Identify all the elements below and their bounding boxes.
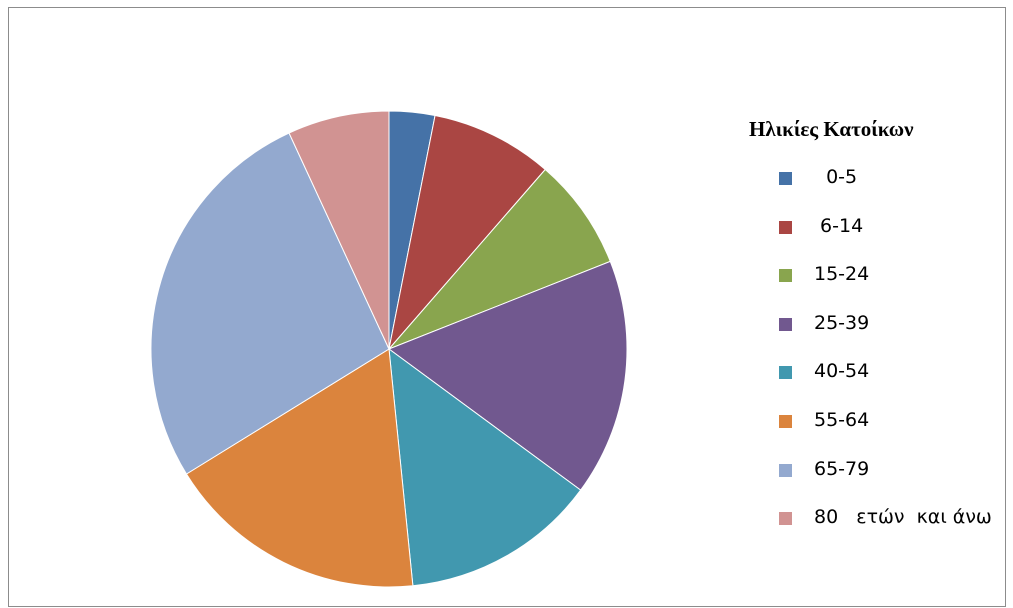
legend-swatch xyxy=(779,512,792,526)
pie-slice-8 xyxy=(288,110,390,350)
pie-slice-4 xyxy=(387,260,628,491)
legend-label: 40-54 xyxy=(814,360,870,383)
legend-item: 40-54 xyxy=(749,360,1009,409)
legend-swatch xyxy=(779,172,792,185)
pie-slice-6 xyxy=(185,348,414,588)
legend-label: 0-5 xyxy=(814,166,858,188)
legend-item: 15-24 xyxy=(749,263,1009,312)
legend-item: 25-39 xyxy=(749,312,1009,361)
legend-label: 25-39 xyxy=(814,311,870,334)
legend-item: 55-64 xyxy=(749,409,1009,458)
legend-title: Ηλικίες Κατοίκων xyxy=(749,117,914,141)
legend-label: 65-79 xyxy=(814,457,870,480)
pie-slice-7 xyxy=(150,132,390,475)
legend-label: 55-64 xyxy=(814,408,870,431)
pie-slice-5 xyxy=(388,347,582,587)
legend: Ηλικίες Κατοίκων 0-5 6-14 15-24 25-39 40-54… xyxy=(749,117,1009,555)
legend-swatch xyxy=(779,366,792,380)
legend-swatch xyxy=(779,269,792,283)
legend-swatch xyxy=(779,414,792,428)
legend-label: 6-14 xyxy=(814,214,864,237)
legend-label: 15-24 xyxy=(814,263,870,286)
pie-slice-3 xyxy=(388,168,611,350)
legend-item: 0-5 xyxy=(749,166,1009,215)
legend-swatch xyxy=(779,220,792,234)
legend-item: 65-79 xyxy=(749,458,1009,507)
pie-slices xyxy=(150,110,628,588)
legend-label: 80 ετών και άνω xyxy=(814,506,992,529)
legend-item: 6-14 xyxy=(749,215,1009,264)
pie-slice-2 xyxy=(388,114,546,351)
legend-items: 0-5 6-14 15-24 25-39 40-54 55-64 65-79 80 ετών… xyxy=(749,166,1009,555)
legend-swatch xyxy=(779,463,792,477)
legend-swatch xyxy=(779,317,792,331)
legend-item: 80 ετών και άνω xyxy=(749,506,1009,555)
chart-area: Ηλικίες Κατοίκων 0-5 6-14 15-24 25-39 40-54… xyxy=(8,7,1006,607)
pie-chart xyxy=(150,110,628,588)
